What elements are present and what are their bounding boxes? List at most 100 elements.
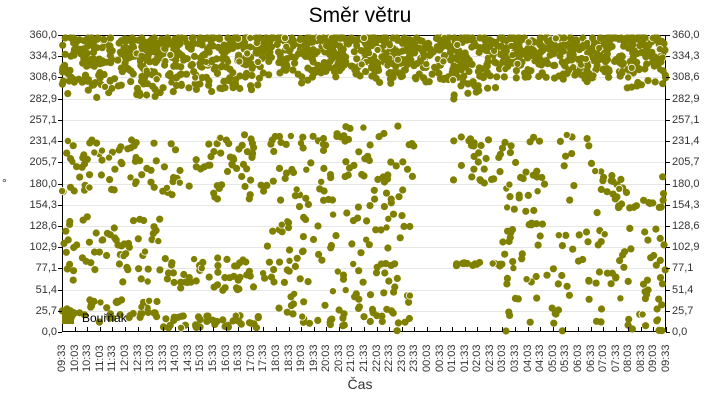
x-tick-label: 12:03 <box>119 344 131 372</box>
x-tick-label: 12:33 <box>132 344 144 372</box>
y-tick <box>58 247 62 249</box>
y-tick-label-right: 231,4 <box>672 135 700 148</box>
x-tick <box>163 327 164 332</box>
x-tick <box>465 327 466 332</box>
y-tick-label-right: 180,0 <box>672 177 700 190</box>
gridline <box>63 162 665 164</box>
x-tick-label: 00:33 <box>434 344 446 372</box>
x-tick <box>553 327 554 332</box>
gridline <box>63 77 665 79</box>
y-tick-label-right: 257,1 <box>672 113 700 126</box>
x-tick <box>364 327 365 332</box>
x-tick-label: 09:33 <box>56 344 68 372</box>
y-tick <box>58 35 62 36</box>
x-tick <box>616 327 617 332</box>
x-tick-label: 00:03 <box>421 344 433 372</box>
x-tick <box>351 327 352 332</box>
x-tick <box>641 327 642 332</box>
x-tick-label: 18:03 <box>270 344 282 372</box>
x-tick <box>565 327 566 332</box>
x-tick <box>326 327 327 332</box>
y-tick-label-left: 51,4 <box>35 283 57 296</box>
y-tick <box>666 183 670 185</box>
x-tick <box>125 327 126 332</box>
y-tick-label-left: 128,6 <box>29 219 57 232</box>
x-tick-label: 01:03 <box>446 344 458 372</box>
x-tick <box>213 327 214 332</box>
x-tick <box>653 327 654 332</box>
x-tick-label: 23:03 <box>396 344 408 372</box>
x-tick <box>666 327 667 332</box>
x-tick <box>150 327 151 332</box>
y-tick-label-right: 360,0 <box>672 29 700 41</box>
y-tick <box>58 225 62 227</box>
x-tick-label: 18:33 <box>283 344 295 372</box>
x-tick-label: 16:33 <box>232 344 244 372</box>
y-tick-label-right: 128,6 <box>672 219 700 232</box>
x-tick-label: 05:33 <box>559 344 571 372</box>
x-tick-label: 08:33 <box>635 344 647 372</box>
x-tick-label: 10:03 <box>69 344 81 372</box>
x-tick-label: 19:03 <box>295 344 307 372</box>
x-tick-label: 03:03 <box>496 344 508 372</box>
x-tick <box>188 327 189 332</box>
x-tick-label: 16:03 <box>220 344 232 372</box>
x-tick-label: 13:03 <box>144 344 156 372</box>
legend-label: Bouřňák <box>82 311 127 325</box>
y-tick <box>666 35 670 36</box>
y-tick-label-left: 308,6 <box>29 71 57 84</box>
y-tick <box>666 77 670 79</box>
x-tick <box>414 327 415 332</box>
x-tick-label: 14:03 <box>169 344 181 372</box>
gridline <box>63 183 665 185</box>
x-tick-label: 05:03 <box>547 344 559 372</box>
y-tick-label-left: 25,7 <box>35 304 57 317</box>
x-tick <box>377 327 378 332</box>
x-tick <box>528 327 529 332</box>
gridline <box>63 141 665 143</box>
y-tick <box>58 77 62 79</box>
y-tick <box>666 56 670 58</box>
y-tick <box>58 268 62 270</box>
y-tick-label-left: 77,1 <box>35 262 57 275</box>
x-tick <box>301 327 302 332</box>
gridline <box>63 268 665 270</box>
x-tick-label: 04:33 <box>534 344 546 372</box>
y-tick <box>666 119 670 121</box>
y-tick <box>666 247 670 249</box>
x-tick <box>490 327 491 332</box>
x-tick <box>263 327 264 332</box>
y-tick <box>58 141 62 143</box>
y-tick <box>666 268 670 270</box>
x-tick-label: 17:33 <box>257 344 269 372</box>
x-tick-label: 01:33 <box>459 344 471 372</box>
x-tick <box>515 327 516 332</box>
y-tick <box>666 141 670 143</box>
x-tick-label: 15:33 <box>207 344 219 372</box>
y-tick <box>58 56 62 58</box>
legend: Bouřňák <box>62 311 127 325</box>
y-tick-label-right: 154,3 <box>672 198 700 211</box>
y-tick <box>666 289 670 291</box>
y-tick <box>58 310 62 312</box>
y-tick <box>58 183 62 185</box>
x-tick-label: 02:03 <box>471 344 483 372</box>
x-tick <box>314 327 315 332</box>
x-tick <box>251 327 252 332</box>
x-tick-label: 11:03 <box>94 345 106 372</box>
x-tick-label: 08:03 <box>622 344 634 372</box>
gridline <box>63 204 665 206</box>
x-tick-label: 07:03 <box>597 344 609 372</box>
y-tick-label-left: 257,1 <box>29 113 57 126</box>
x-tick <box>502 327 503 332</box>
x-tick-label: 06:03 <box>572 344 584 372</box>
x-tick-label: 03:33 <box>509 344 521 372</box>
x-tick-label: 06:33 <box>585 344 597 372</box>
x-tick-label: 15:03 <box>194 344 206 372</box>
x-tick <box>540 327 541 332</box>
x-tick-label: 10:33 <box>81 344 93 372</box>
y-tick-label-right: 51,4 <box>672 283 694 296</box>
gridline <box>63 289 665 291</box>
y-tick-label-left: 180,0 <box>29 177 57 190</box>
